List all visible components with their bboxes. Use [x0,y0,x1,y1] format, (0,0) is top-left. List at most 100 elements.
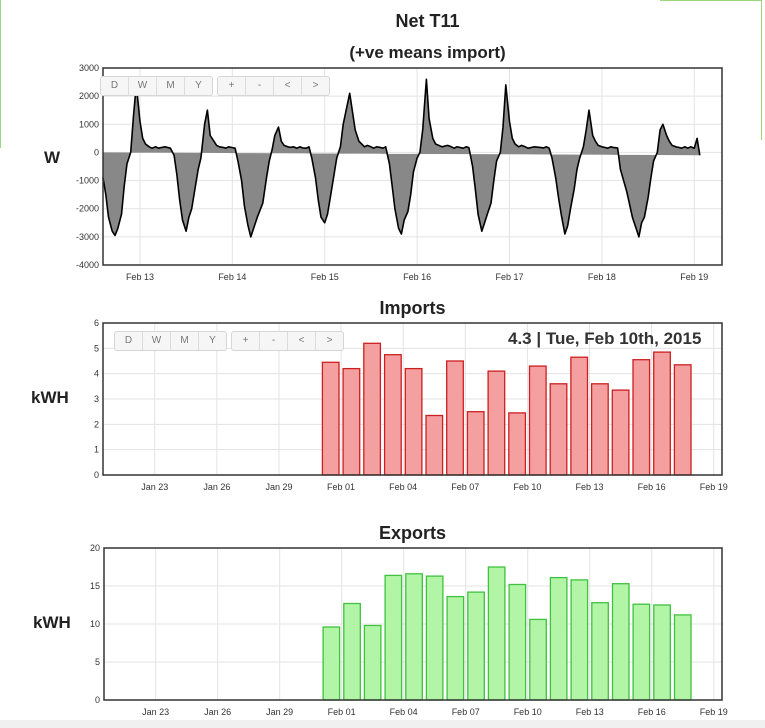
net-year-button[interactable]: Y [185,77,212,95]
imports-nav-buttons: + - < > [231,331,344,351]
net-x-tick-label: Feb 15 [311,272,339,282]
net-x-tick-label: Feb 19 [680,272,708,282]
imports-bar [447,361,464,475]
imports-bar [530,366,547,475]
imports-x-tick-label: Feb 16 [638,482,666,492]
net-x-tick-label: Feb 14 [218,272,246,282]
net-y-tick-label: -1000 [76,176,99,186]
exports-bar [613,584,630,700]
exports-x-tick-label: Feb 13 [576,707,604,717]
net-y-tick-label: 1000 [79,119,99,129]
net-y-tick-label: -4000 [76,260,99,270]
exports-bar [364,626,381,701]
exports-bar [406,574,423,700]
exports-bar [447,597,464,700]
exports-y-tick-label: 10 [90,619,100,629]
imports-bar [385,355,402,475]
exports-y-tick-label: 15 [90,581,100,591]
imports-year-button[interactable]: Y [199,332,226,350]
net-x-tick-label: Feb 17 [495,272,523,282]
imports-bar [571,357,588,475]
exports-bar [385,575,402,700]
imports-month-button[interactable]: M [171,332,199,350]
imports-prev-button[interactable]: < [288,332,316,350]
imports-bar [592,384,609,475]
imports-x-tick-label: Feb 19 [700,482,728,492]
imports-week-button[interactable]: W [143,332,171,350]
exports-y-tick-label: 5 [95,657,100,667]
imports-bar [405,369,422,475]
exports-chart: 0 5 10 15 20 Jan 23 Jan 26 Jan 29 Feb 01 Feb 04 Fe… [0,525,765,725]
net-nav-buttons: + - < > [217,76,330,96]
net-y-tick-label: -2000 [76,204,99,214]
net-zoom-out-button[interactable]: - [246,77,274,95]
exports-x-tick-label: Feb 16 [638,707,666,717]
imports-bar [509,413,526,475]
imports-bar [467,412,484,475]
imports-x-tick-label: Feb 10 [513,482,541,492]
net-range-buttons: D W M Y [100,76,213,96]
imports-next-button[interactable]: > [316,332,343,350]
exports-x-tick-label: Feb 10 [514,707,542,717]
exports-x-tick-label: Feb 04 [390,707,418,717]
exports-x-tick-label: Feb 01 [328,707,356,717]
exports-bar [654,605,671,700]
exports-bar [323,627,340,700]
exports-bar [468,592,485,700]
imports-x-tick-label: Jan 29 [265,482,292,492]
net-area-fill [103,79,700,237]
exports-bar [530,619,547,700]
net-y-tick-label: 3000 [79,63,99,73]
imports-zoom-in-button[interactable]: + [232,332,260,350]
net-x-tick-label: Feb 18 [588,272,616,282]
imports-bar [426,416,443,476]
exports-bar [550,578,567,700]
imports-x-tick-label: Feb 01 [327,482,355,492]
exports-bar [509,585,525,701]
imports-bar [633,360,650,475]
imports-y-tick-label: 2 [94,419,99,429]
net-y-tick-label: -3000 [76,232,99,242]
exports-y-tick-label: 0 [95,695,100,705]
net-zoom-in-button[interactable]: + [218,77,246,95]
imports-x-tick-label: Feb 13 [575,482,603,492]
imports-y-tick-label: 4 [94,369,99,379]
exports-bar [571,580,588,700]
net-y-tick-label: 0 [94,147,99,157]
exports-bar [633,604,650,700]
net-month-button[interactable]: M [157,77,185,95]
imports-zoom-out-button[interactable]: - [260,332,288,350]
net-y-tick-label: 2000 [79,91,99,101]
imports-y-tick-label: 1 [94,445,99,455]
imports-bar [343,369,360,475]
imports-bar [322,362,339,475]
imports-y-tick-label: 0 [94,470,99,480]
imports-bar [612,390,629,475]
net-power-chart: 3000 2000 1000 0 -1000 -2000 -3000 -4000 Feb 13 F… [0,0,765,290]
imports-day-button[interactable]: D [115,332,143,350]
imports-y-tick-label: 6 [94,318,99,328]
exports-x-tick-label: Feb 19 [700,707,728,717]
net-day-button[interactable]: D [101,77,129,95]
imports-x-tick-label: Feb 07 [451,482,479,492]
imports-bar [654,352,671,475]
exports-x-tick-label: Feb 07 [452,707,480,717]
exports-bar [344,604,361,701]
exports-bar [675,615,692,700]
exports-bar [592,603,609,700]
exports-x-tick-label: Jan 29 [266,707,293,717]
net-week-button[interactable]: W [129,77,157,95]
exports-bar [426,576,443,700]
imports-range-buttons: D W M Y [114,331,227,351]
exports-bar [488,567,505,700]
imports-bar [364,343,381,475]
imports-y-tick-label: 3 [94,394,99,404]
imports-x-tick-label: Jan 23 [141,482,168,492]
net-next-button[interactable]: > [302,77,329,95]
net-prev-button[interactable]: < [274,77,302,95]
imports-y-tick-label: 5 [94,343,99,353]
imports-hover-tooltip: 4.3 | Tue, Feb 10th, 2015 [508,329,701,349]
exports-x-tick-label: Jan 23 [142,707,169,717]
bottom-scroll-strip [0,720,765,728]
imports-bar [488,371,505,475]
